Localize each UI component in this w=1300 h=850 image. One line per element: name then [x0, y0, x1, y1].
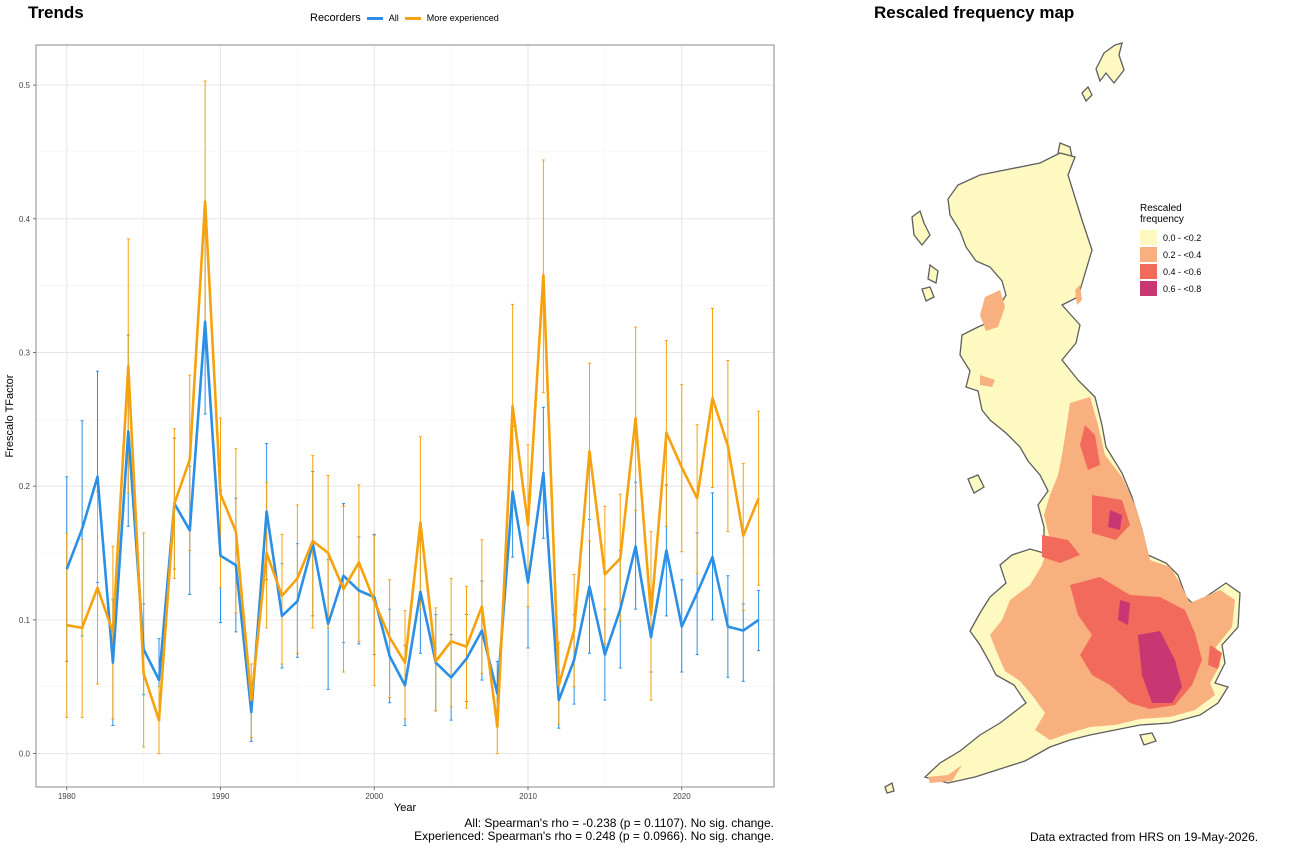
map-legend-item: 0.2 - <0.4: [1140, 246, 1201, 263]
map-legend-title-line1: Rescaled: [1140, 203, 1182, 214]
map-legend-swatch: [1140, 281, 1157, 296]
y-tick-label: 0.4: [19, 215, 31, 224]
map-legend-item: 0.0 - <0.2: [1140, 229, 1201, 246]
map-legend-label: 0.4 - <0.6: [1163, 266, 1202, 277]
x-tick-label: 1980: [58, 792, 76, 801]
legend-label-experienced: More experienced: [426, 13, 499, 23]
x-tick-label: 2020: [673, 792, 691, 801]
stats-line-all: All: Spearman's rho = -0.238 (p = 0.1107…: [464, 816, 774, 830]
uk-frequency-map: [884, 42, 1241, 794]
map-legend-label: 0.2 - <0.4: [1163, 249, 1202, 260]
legend-key-experienced: [404, 16, 421, 20]
map-legend: Rescaled frequency 0.0 - <0.2 0.2 - <0.4…: [1140, 203, 1201, 297]
map-legend-title: Rescaled frequency: [1140, 203, 1201, 225]
map-legend-swatch: [1140, 264, 1157, 279]
map-legend-label: 0.0 - <0.2: [1163, 232, 1202, 243]
chart-legend: Recorders All More experienced: [310, 12, 499, 24]
map-legend-swatch: [1140, 247, 1157, 262]
y-tick-label: 0.3: [19, 348, 31, 357]
x-tick-label: 2010: [519, 792, 537, 801]
map-legend-title-line2: frequency: [1140, 214, 1184, 225]
footnote: Data extracted from HRS on 19-May-2026.: [1030, 830, 1259, 844]
map-legend-swatch: [1140, 230, 1157, 245]
legend-key-all: [366, 16, 383, 20]
legend-title: Recorders: [310, 12, 361, 24]
y-tick-label: 0.2: [19, 482, 31, 491]
error-bars: [65, 80, 761, 755]
map-title: Rescaled frequency map: [874, 3, 1075, 22]
y-tick-label: 0.0: [19, 750, 31, 759]
map-legend-item: 0.4 - <0.6: [1140, 263, 1201, 280]
trends-title: Trends: [28, 3, 84, 22]
x-tick-label: 2000: [365, 792, 383, 801]
map-legend-item: 0.6 - <0.8: [1140, 280, 1201, 297]
map-legend-label: 0.6 - <0.8: [1163, 283, 1202, 294]
x-axis-label: Year: [394, 802, 417, 814]
series-line-experienced: [66, 200, 760, 729]
frequency-patches: [928, 285, 1235, 783]
x-tick-label: 1990: [212, 792, 230, 801]
series-line-all: [65, 320, 760, 714]
stats-line-experienced: Experienced: Spearman's rho = 0.248 (p =…: [414, 829, 774, 843]
plot-border: [35, 44, 775, 788]
trends-chart: 0.0 0.1 0.2 0.3 0.4 0.5 1980 1990 2000 2010 2020 Y…: [4, 44, 775, 814]
y-tick-label: 0.5: [19, 81, 31, 90]
stats-text: All: Spearman's rho = -0.238 (p = 0.1107…: [380, 817, 774, 843]
y-tick-label: 0.1: [19, 616, 31, 625]
y-axis-label: Frescalo TFactor: [4, 374, 16, 457]
axis-ticks: 0.0 0.1 0.2 0.3 0.4 0.5 1980 1990 2000 2010 2020: [19, 81, 691, 801]
series-lines: [65, 200, 760, 729]
legend-label-all: All: [388, 13, 399, 23]
